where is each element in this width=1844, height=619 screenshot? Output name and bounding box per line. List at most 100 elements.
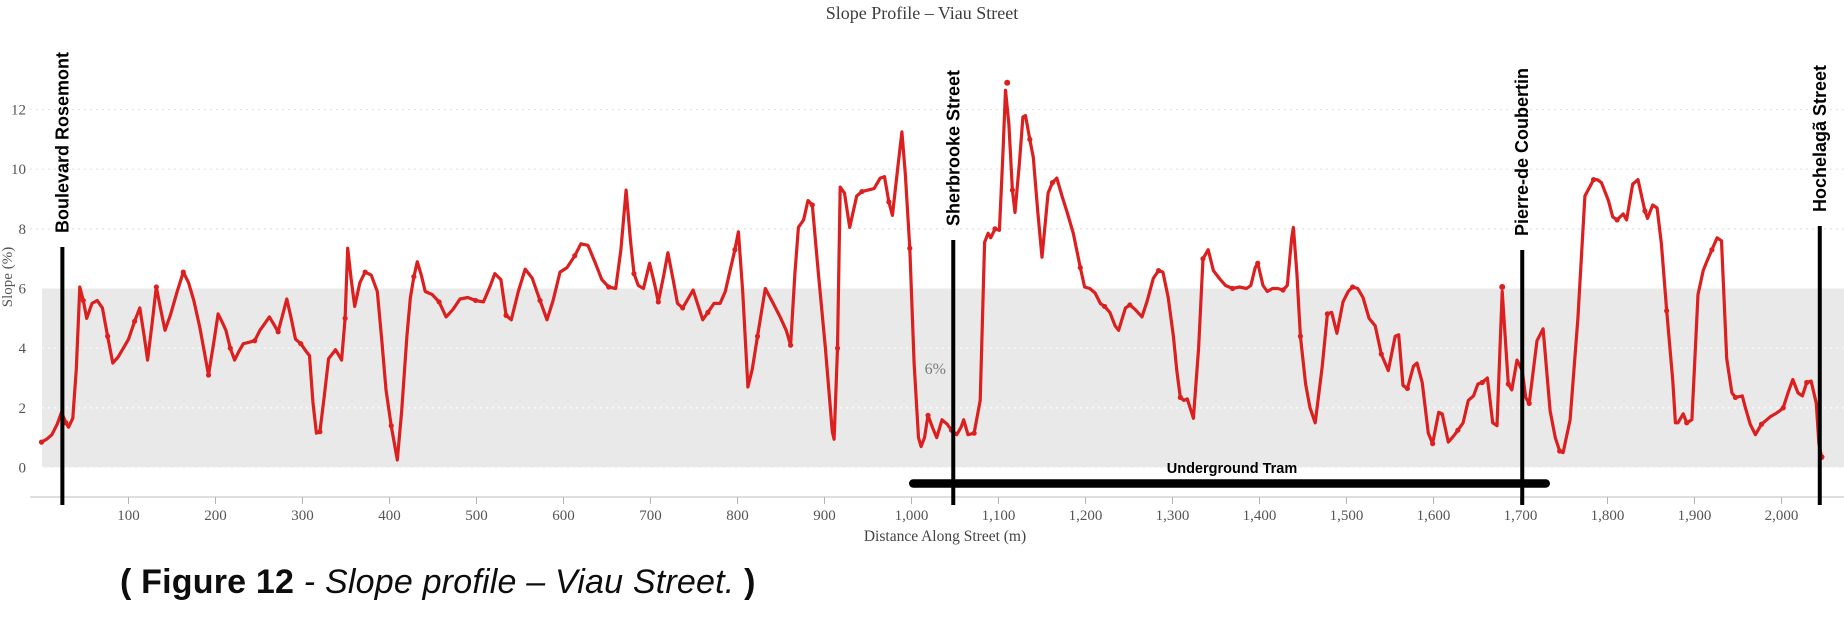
data-point-marker <box>1732 394 1738 400</box>
x-tick-label-1,600: 1,600 <box>1417 508 1451 524</box>
street-markers: Boulevard Rosemont Sherbrooke Street Pierr… <box>52 52 1830 505</box>
x-tick-label-400: 400 <box>378 508 401 524</box>
data-point-marker <box>606 284 612 290</box>
data-point-marker <box>971 430 977 436</box>
y-axis-title: Slope (%) <box>0 247 16 307</box>
data-point-marker <box>631 271 637 277</box>
data-point-marker <box>1004 79 1011 86</box>
x-tick-label-900: 900 <box>813 508 836 524</box>
data-point-marker <box>411 273 417 280</box>
data-point-marker <box>1758 421 1765 427</box>
y-tick-label-6: 6 <box>19 282 27 298</box>
x-tick-label-800: 800 <box>726 508 749 524</box>
underground-tram-label: Underground Tram <box>1167 461 1298 477</box>
data-point-marker <box>436 299 442 305</box>
data-point-marker <box>205 372 212 378</box>
data-point-marker <box>992 226 998 232</box>
x-tick-label-1,200: 1,200 <box>1069 508 1103 524</box>
data-point-marker <box>362 269 368 275</box>
y-tick-label-4: 4 <box>19 341 27 357</box>
data-point-marker <box>680 305 686 311</box>
slope-curve-markers <box>38 79 1825 461</box>
data-point-marker <box>1404 385 1410 392</box>
data-point-marker <box>153 284 159 290</box>
data-point-marker <box>1780 405 1786 411</box>
caption-close-paren: ) <box>734 563 756 601</box>
x-tick-label-300: 300 <box>291 508 314 524</box>
x-tick-label-1,900: 1,900 <box>1678 508 1712 524</box>
data-point-marker <box>80 297 86 304</box>
y-tick-label-10: 10 <box>11 162 26 178</box>
band-six-percent-label: 6% <box>925 361 946 378</box>
street-label-Sherbrooke Street: Sherbrooke Street <box>943 70 963 226</box>
data-point-marker <box>1027 136 1033 142</box>
data-point-marker <box>1280 287 1286 293</box>
gridlines <box>30 108 1844 469</box>
data-point-marker <box>1479 379 1485 386</box>
x-axis-title: Distance Along Street (m) <box>864 528 1026 545</box>
data-point-marker <box>754 333 761 339</box>
x-axis: 100 200 300 400 500 600 700 800 900 1,000 1,100 1,2… <box>11 103 1844 524</box>
data-point-marker <box>1505 381 1511 387</box>
data-point-marker <box>1642 208 1648 214</box>
caption-text: Slope profile – Viau Street. <box>324 563 735 601</box>
x-tick-label-200: 200 <box>204 508 227 524</box>
x-tick-label-600: 600 <box>552 508 575 524</box>
data-point-marker <box>834 345 841 351</box>
data-point-marker <box>503 312 509 318</box>
data-point-marker <box>1200 256 1206 262</box>
data-point-marker <box>537 297 543 304</box>
data-point-marker <box>1684 420 1690 426</box>
data-point-marker <box>1378 351 1384 357</box>
data-point-marker <box>809 202 815 208</box>
data-point-marker <box>925 412 931 418</box>
y-tick-label-0: 0 <box>19 461 27 477</box>
y-tick-label-8: 8 <box>19 222 27 238</box>
data-point-marker <box>886 199 892 205</box>
data-point-marker <box>1430 441 1436 447</box>
x-tick-label-1,700: 1,700 <box>1504 508 1538 524</box>
data-point-marker <box>907 245 913 251</box>
data-point-marker <box>1664 308 1670 314</box>
street-label-Boulevard Rosemont: Boulevard Rosemont <box>52 52 72 233</box>
six-percent-band <box>42 288 1844 468</box>
six-percent-band-rect <box>42 288 1844 468</box>
data-point-marker <box>859 188 865 195</box>
x-tick-label-1,100: 1,100 <box>982 508 1016 524</box>
data-point-marker <box>1049 180 1056 186</box>
data-point-marker <box>131 318 138 324</box>
data-point-marker <box>1804 379 1810 386</box>
street-label-Pierre-de Coubertin: Pierre-de Coubertin <box>1512 68 1532 236</box>
x-tick-label-1,800: 1,800 <box>1591 508 1625 524</box>
street-label-Hochelagã Street: Hochelagã Street <box>1810 65 1830 212</box>
data-point-marker <box>473 297 479 304</box>
data-point-marker <box>388 423 394 429</box>
data-point-marker <box>1557 448 1563 454</box>
data-point-marker <box>1297 333 1303 339</box>
data-point-marker <box>705 309 711 315</box>
data-point-marker <box>1614 217 1620 223</box>
y-tick-label-12: 12 <box>11 103 26 119</box>
data-point-marker <box>1324 311 1330 317</box>
data-point-marker <box>1709 247 1715 253</box>
data-point-marker <box>1229 285 1236 292</box>
x-tick-label-500: 500 <box>465 508 488 524</box>
data-point-marker <box>1526 400 1532 406</box>
data-point-marker <box>1077 265 1083 271</box>
x-tick-label-1,000: 1,000 <box>895 508 929 524</box>
data-point-marker <box>1255 260 1261 266</box>
data-point-marker <box>1177 394 1183 400</box>
data-point-marker <box>787 342 794 348</box>
data-point-marker <box>227 345 233 351</box>
caption-dash: - <box>294 563 325 601</box>
y-tick-label-2: 2 <box>19 401 27 417</box>
data-point-marker <box>180 269 186 275</box>
data-point-marker <box>105 333 111 339</box>
data-point-marker <box>1349 284 1356 290</box>
x-tick-label-1,400: 1,400 <box>1243 508 1277 524</box>
figure-caption: ( Figure 12 - Slope profile – Viau Stree… <box>120 563 756 602</box>
caption-open-paren: ( <box>120 563 142 601</box>
x-tick-label-1,300: 1,300 <box>1156 508 1190 524</box>
data-point-marker <box>732 247 738 253</box>
x-tick-label-2,000: 2,000 <box>1765 508 1799 524</box>
